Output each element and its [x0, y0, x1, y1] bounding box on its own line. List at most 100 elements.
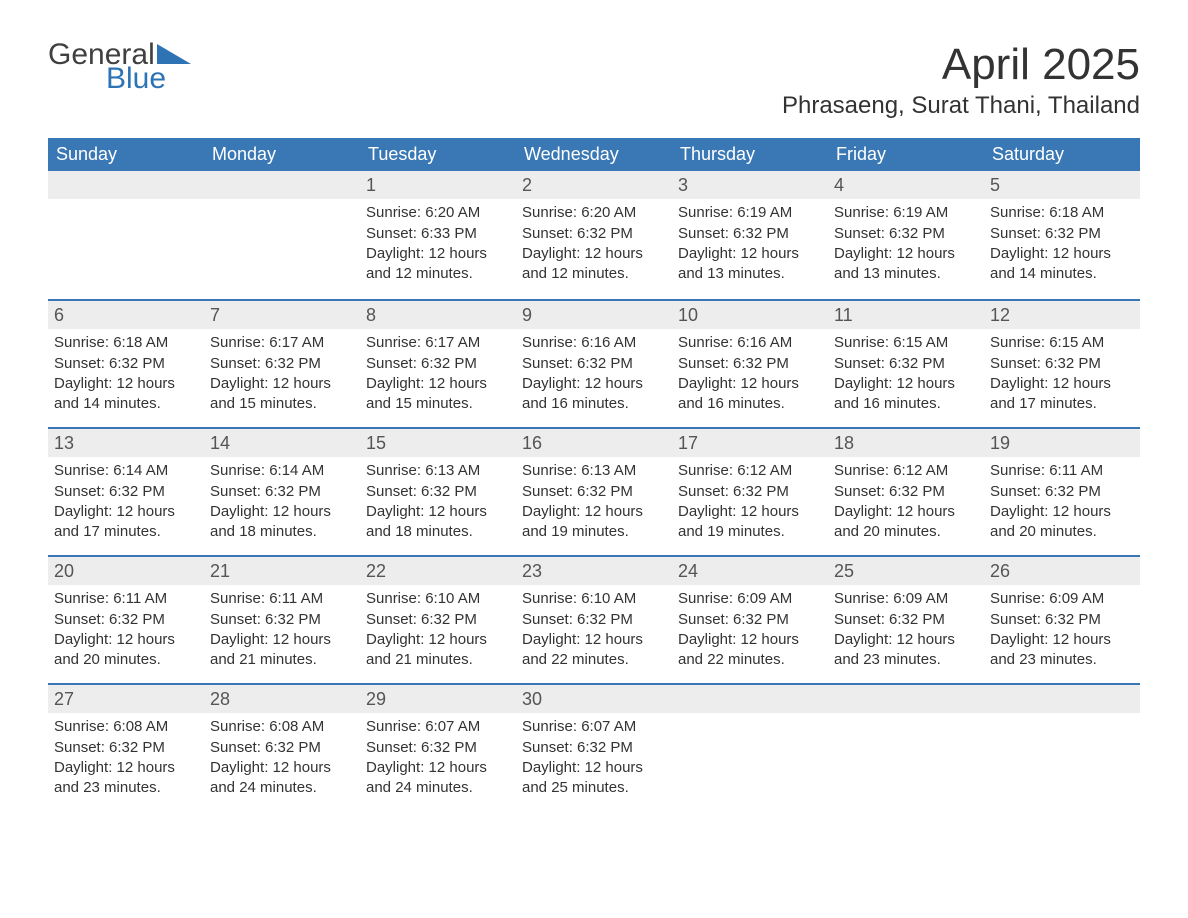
day-dl1: Daylight: 12 hours	[678, 630, 822, 650]
day-sunrise: Sunrise: 6:19 AM	[834, 203, 978, 223]
day-dl1: Daylight: 12 hours	[366, 758, 510, 778]
weekday-header-cell: Wednesday	[516, 138, 672, 171]
day-dl2: and 20 minutes.	[990, 522, 1134, 542]
day-cell: 3Sunrise: 6:19 AMSunset: 6:32 PMDaylight…	[672, 171, 828, 299]
day-number: 25	[828, 557, 984, 585]
location: Phrasaeng, Surat Thani, Thailand	[782, 92, 1140, 120]
weekday-header: SundayMondayTuesdayWednesdayThursdayFrid…	[48, 138, 1140, 171]
day-dl2: and 23 minutes.	[990, 650, 1134, 670]
weekday-header-cell: Sunday	[48, 138, 204, 171]
day-dl1: Daylight: 12 hours	[990, 244, 1134, 264]
day-dl1: Daylight: 12 hours	[366, 630, 510, 650]
day-sunrise: Sunrise: 6:08 AM	[54, 717, 198, 737]
title-block: April 2025 Phrasaeng, Surat Thani, Thail…	[782, 40, 1140, 120]
day-number: 3	[672, 171, 828, 199]
day-sunrise: Sunrise: 6:13 AM	[366, 461, 510, 481]
day-cell: 27Sunrise: 6:08 AMSunset: 6:32 PMDayligh…	[48, 685, 204, 811]
day-number: 24	[672, 557, 828, 585]
day-number: 14	[204, 429, 360, 457]
day-dl2: and 16 minutes.	[522, 394, 666, 414]
day-number	[204, 171, 360, 199]
day-sunset: Sunset: 6:32 PM	[210, 482, 354, 502]
day-dl1: Daylight: 12 hours	[522, 244, 666, 264]
day-cell: 11Sunrise: 6:15 AMSunset: 6:32 PMDayligh…	[828, 301, 984, 427]
day-sunrise: Sunrise: 6:10 AM	[366, 589, 510, 609]
day-sunset: Sunset: 6:32 PM	[990, 354, 1134, 374]
day-number: 2	[516, 171, 672, 199]
day-sunset: Sunset: 6:32 PM	[834, 482, 978, 502]
week-row: 13Sunrise: 6:14 AMSunset: 6:32 PMDayligh…	[48, 427, 1140, 555]
day-cell: 15Sunrise: 6:13 AMSunset: 6:32 PMDayligh…	[360, 429, 516, 555]
day-dl1: Daylight: 12 hours	[990, 502, 1134, 522]
day-dl1: Daylight: 12 hours	[366, 244, 510, 264]
day-sunset: Sunset: 6:32 PM	[678, 354, 822, 374]
day-sunrise: Sunrise: 6:19 AM	[678, 203, 822, 223]
day-number: 11	[828, 301, 984, 329]
day-dl1: Daylight: 12 hours	[834, 374, 978, 394]
day-dl1: Daylight: 12 hours	[522, 630, 666, 650]
day-dl2: and 20 minutes.	[54, 650, 198, 670]
day-cell-empty	[204, 171, 360, 299]
day-cell: 9Sunrise: 6:16 AMSunset: 6:32 PMDaylight…	[516, 301, 672, 427]
day-cell: 6Sunrise: 6:18 AMSunset: 6:32 PMDaylight…	[48, 301, 204, 427]
day-sunrise: Sunrise: 6:09 AM	[990, 589, 1134, 609]
day-number: 10	[672, 301, 828, 329]
day-cell: 10Sunrise: 6:16 AMSunset: 6:32 PMDayligh…	[672, 301, 828, 427]
day-cell: 8Sunrise: 6:17 AMSunset: 6:32 PMDaylight…	[360, 301, 516, 427]
day-dl2: and 19 minutes.	[522, 522, 666, 542]
day-number: 1	[360, 171, 516, 199]
day-number: 23	[516, 557, 672, 585]
day-cell: 1Sunrise: 6:20 AMSunset: 6:33 PMDaylight…	[360, 171, 516, 299]
day-sunrise: Sunrise: 6:16 AM	[678, 333, 822, 353]
day-sunset: Sunset: 6:32 PM	[990, 224, 1134, 244]
day-sunrise: Sunrise: 6:07 AM	[522, 717, 666, 737]
day-sunrise: Sunrise: 6:10 AM	[522, 589, 666, 609]
day-sunrise: Sunrise: 6:12 AM	[834, 461, 978, 481]
day-dl1: Daylight: 12 hours	[54, 374, 198, 394]
day-dl2: and 19 minutes.	[678, 522, 822, 542]
day-number: 17	[672, 429, 828, 457]
day-sunset: Sunset: 6:32 PM	[834, 224, 978, 244]
day-sunset: Sunset: 6:32 PM	[522, 610, 666, 630]
day-sunrise: Sunrise: 6:14 AM	[54, 461, 198, 481]
day-cell: 28Sunrise: 6:08 AMSunset: 6:32 PMDayligh…	[204, 685, 360, 811]
day-cell: 2Sunrise: 6:20 AMSunset: 6:32 PMDaylight…	[516, 171, 672, 299]
day-dl2: and 12 minutes.	[522, 264, 666, 284]
day-dl2: and 13 minutes.	[678, 264, 822, 284]
day-number: 28	[204, 685, 360, 713]
day-sunset: Sunset: 6:32 PM	[834, 610, 978, 630]
day-number	[828, 685, 984, 713]
day-dl1: Daylight: 12 hours	[210, 374, 354, 394]
day-dl2: and 23 minutes.	[54, 778, 198, 798]
day-dl2: and 18 minutes.	[210, 522, 354, 542]
day-number	[48, 171, 204, 199]
day-number: 16	[516, 429, 672, 457]
week-row: 27Sunrise: 6:08 AMSunset: 6:32 PMDayligh…	[48, 683, 1140, 811]
day-cell: 20Sunrise: 6:11 AMSunset: 6:32 PMDayligh…	[48, 557, 204, 683]
day-dl2: and 23 minutes.	[834, 650, 978, 670]
day-dl2: and 17 minutes.	[54, 522, 198, 542]
day-cell: 4Sunrise: 6:19 AMSunset: 6:32 PMDaylight…	[828, 171, 984, 299]
day-dl2: and 18 minutes.	[366, 522, 510, 542]
day-dl2: and 24 minutes.	[210, 778, 354, 798]
day-dl2: and 24 minutes.	[366, 778, 510, 798]
day-dl2: and 16 minutes.	[678, 394, 822, 414]
day-sunset: Sunset: 6:32 PM	[990, 610, 1134, 630]
day-cell: 17Sunrise: 6:12 AMSunset: 6:32 PMDayligh…	[672, 429, 828, 555]
day-sunset: Sunset: 6:33 PM	[366, 224, 510, 244]
day-number: 13	[48, 429, 204, 457]
day-cell: 29Sunrise: 6:07 AMSunset: 6:32 PMDayligh…	[360, 685, 516, 811]
day-dl2: and 15 minutes.	[366, 394, 510, 414]
day-sunset: Sunset: 6:32 PM	[210, 738, 354, 758]
day-number	[984, 685, 1140, 713]
day-cell: 24Sunrise: 6:09 AMSunset: 6:32 PMDayligh…	[672, 557, 828, 683]
day-sunrise: Sunrise: 6:11 AM	[210, 589, 354, 609]
day-sunrise: Sunrise: 6:13 AM	[522, 461, 666, 481]
day-sunrise: Sunrise: 6:14 AM	[210, 461, 354, 481]
day-cell-empty	[48, 171, 204, 299]
day-sunset: Sunset: 6:32 PM	[678, 224, 822, 244]
day-sunset: Sunset: 6:32 PM	[366, 482, 510, 502]
day-sunset: Sunset: 6:32 PM	[522, 482, 666, 502]
header: General Blue April 2025 Phrasaeng, Surat…	[48, 40, 1140, 120]
day-sunset: Sunset: 6:32 PM	[210, 354, 354, 374]
